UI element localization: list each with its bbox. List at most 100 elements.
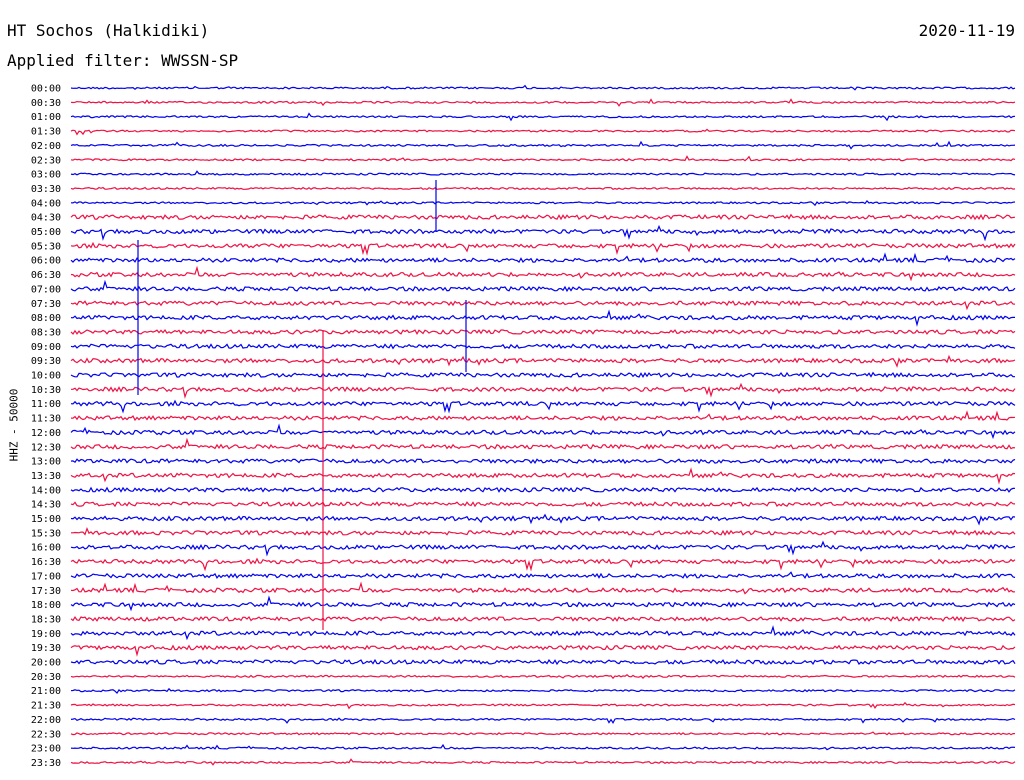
trace-line [70,328,1016,336]
time-label: 16:00 [31,543,61,554]
time-label: 10:30 [31,385,61,396]
time-label: 20:30 [31,672,61,683]
trace-line [70,399,1016,414]
trace-line [70,265,1016,282]
trace-line [70,615,1016,623]
time-label: 22:30 [31,729,61,740]
trace-line [70,625,1016,641]
trace-line [70,170,1016,176]
time-label: 12:30 [31,442,61,453]
time-label: 14:30 [31,500,61,511]
trace-line [70,410,1016,422]
time-label: 08:30 [31,327,61,338]
trace-line [70,644,1016,657]
trace-line [70,224,1016,242]
time-label: 15:30 [31,528,61,539]
time-label: 09:00 [31,342,61,353]
time-label: 17:00 [31,571,61,582]
trace-line [71,382,1016,399]
time-label: 10:00 [31,371,61,382]
trace-line [70,84,1016,91]
trace-line [70,300,1016,311]
time-label: 19:30 [31,643,61,654]
trace-line [70,758,1016,766]
trace-line [70,581,1016,595]
time-labels: 00:00 00:30 01:00 01:30 02:00 02:30 03:00 03:30… [31,84,61,769]
time-label: 13:00 [31,457,61,468]
time-label: 00:30 [31,98,61,109]
time-label: 18:30 [31,614,61,625]
trace-line [70,213,1016,221]
time-label: 07:30 [31,299,61,310]
time-label: 09:30 [31,356,61,367]
time-label: 14:00 [31,485,61,496]
time-label: 05:00 [31,227,61,238]
time-label: 21:30 [31,701,61,712]
time-label: 20:00 [31,658,61,669]
trace-line [70,571,1016,580]
filter-label: Applied filter: WWSSN-SP [7,51,239,70]
trace-line [70,112,1016,122]
trace-line [70,186,1016,191]
trace-line [70,513,1016,526]
trace-line [71,526,1016,536]
time-label: 18:00 [31,600,61,611]
time-label: 00:00 [31,84,61,95]
trace-line [70,354,1016,368]
time-label: 21:00 [31,686,61,697]
time-label: 22:00 [31,715,61,726]
station-title: HT Sochos (Halkidiki) [7,21,210,40]
time-label: 11:00 [31,399,61,410]
time-label: 16:30 [31,557,61,568]
time-label: 04:00 [31,198,61,209]
time-label: 17:30 [31,586,61,597]
trace-line [70,467,1016,485]
trace-line [70,343,1016,350]
trace-line [70,252,1016,264]
time-label: 03:00 [31,170,61,181]
time-label: 08:00 [31,313,61,324]
trace-line [70,98,1016,107]
seismic-traces [70,84,1016,766]
trace-line [70,687,1016,695]
time-label: 06:30 [31,270,61,281]
time-label: 02:00 [31,141,61,152]
time-label: 01:00 [31,112,61,123]
trace-line [70,437,1016,450]
time-label: 13:30 [31,471,61,482]
time-label: 15:00 [31,514,61,525]
time-label: 07:00 [31,284,61,295]
trace-line [70,701,1016,710]
time-label: 11:30 [31,414,61,425]
time-label: 01:30 [31,127,61,138]
time-label: 12:00 [31,428,61,439]
time-label: 19:00 [31,629,61,640]
time-label: 03:30 [31,184,61,195]
time-label: 02:30 [31,155,61,166]
date-label: 2020-11-19 [918,21,1015,40]
trace-line [70,279,1016,293]
trace-line [70,128,1016,136]
trace-line [70,241,1016,256]
trace-line [70,557,1016,572]
trace-line [70,458,1016,465]
trace-line [70,658,1016,666]
trace-line [70,309,1015,327]
trace-line [70,140,1016,150]
time-label: 23:00 [31,744,61,755]
trace-line [70,595,1016,612]
trace-line [70,199,1016,207]
trace-line [70,540,1016,557]
trace-line [70,501,1016,508]
trace-line [70,717,1016,724]
trace-line [70,155,1016,162]
trace-line [70,423,1016,440]
trace-line [70,743,1016,751]
trace-line [70,371,1015,379]
time-label: 04:30 [31,213,61,224]
trace-line [70,731,1015,736]
time-label: 05:30 [31,241,61,252]
time-label: 06:00 [31,256,61,267]
time-label: 23:30 [31,758,61,769]
